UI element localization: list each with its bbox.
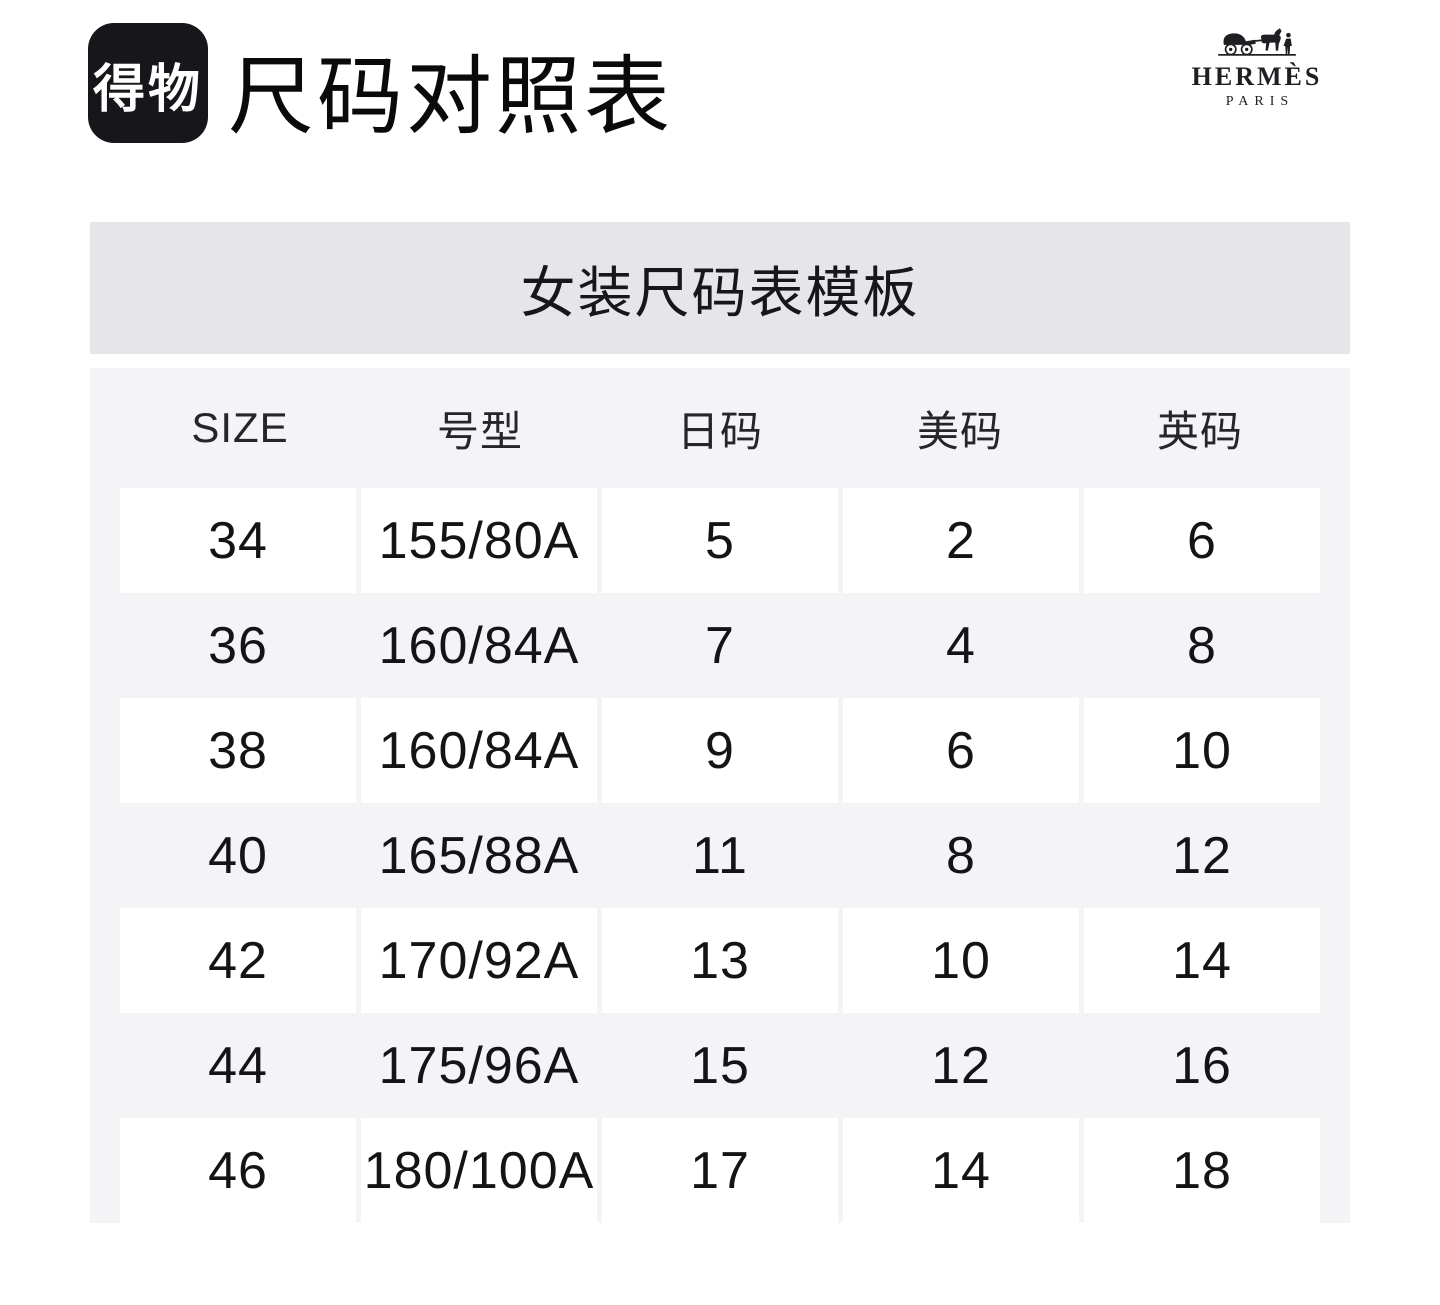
table-row: 34 155/80A 5 2 6	[120, 488, 1320, 593]
table-cell: 155/80A	[361, 488, 597, 593]
table-cell: 12	[931, 1036, 991, 1095]
table-cell: 34	[120, 488, 356, 593]
size-table: SIZE 号型 日码 美码 英码 34 155/80A 5 2 6 36 160…	[90, 368, 1350, 1223]
table-cell: 14	[843, 1118, 1079, 1223]
table-row: 36 160/84A 7 4 8	[120, 593, 1320, 698]
table-cell: 15	[690, 1036, 750, 1095]
table-cell: 4	[946, 616, 976, 675]
table-row: 46 180/100A 17 14 18	[120, 1118, 1320, 1223]
hermes-logo: HERMÈS PARIS	[1176, 24, 1338, 110]
table-cell: 42	[120, 908, 356, 1013]
table-row: 40 165/88A 11 8 12	[120, 803, 1320, 908]
table-cell: 6	[843, 698, 1079, 803]
dewu-logo: 得物	[88, 23, 208, 143]
table-cell: 17	[602, 1118, 838, 1223]
table-cell: 44	[208, 1036, 268, 1095]
table-cell: 165/88A	[378, 826, 580, 885]
table-cell: 18	[1084, 1118, 1320, 1223]
table-cell: 10	[843, 908, 1079, 1013]
table-title-banner: 女装尺码表模板	[90, 222, 1350, 354]
dewu-logo-text: 得物	[92, 60, 203, 119]
table-cell: 40	[208, 826, 268, 885]
table-cell: 46	[120, 1118, 356, 1223]
column-header-us: 美码	[916, 407, 1003, 455]
table-cell: 10	[1084, 698, 1320, 803]
table-cell: 160/84A	[378, 616, 580, 675]
table-cell: 180/100A	[361, 1118, 597, 1223]
table-cell: 6	[1084, 488, 1320, 593]
table-cell: 160/84A	[361, 698, 597, 803]
table-header-row: SIZE 号型 日码 美码 英码	[120, 368, 1320, 488]
table-cell: 7	[705, 616, 735, 675]
table-cell: 38	[120, 698, 356, 803]
hermes-wordmark: HERMÈS	[1191, 62, 1323, 91]
table-cell: 12	[1172, 826, 1232, 885]
hermes-city-label: PARIS	[1225, 94, 1295, 109]
table-row: 38 160/84A 9 6 10	[120, 698, 1320, 803]
page-title: 尺码对照表	[228, 49, 673, 145]
column-header-jp: 日码	[676, 407, 763, 455]
table-cell: 2	[843, 488, 1079, 593]
table-row: 42 170/92A 13 10 14	[120, 908, 1320, 1013]
column-header-size: SIZE	[191, 404, 289, 451]
table-cell: 9	[602, 698, 838, 803]
column-header-model: 号型	[436, 407, 523, 455]
table-cell: 13	[602, 908, 838, 1013]
table-cell: 8	[946, 826, 976, 885]
table-row: 44 175/96A 15 12 16	[120, 1013, 1320, 1118]
table-cell: 8	[1187, 616, 1217, 675]
table-cell: 14	[1084, 908, 1320, 1013]
table-title: 女装尺码表模板	[520, 262, 920, 324]
table-cell: 175/96A	[378, 1036, 580, 1095]
hermes-carriage-icon	[1218, 28, 1296, 56]
table-cell: 16	[1172, 1036, 1232, 1095]
table-cell: 170/92A	[361, 908, 597, 1013]
table-cell: 11	[692, 826, 748, 885]
column-header-uk: 英码	[1156, 407, 1243, 455]
table-cell: 5	[602, 488, 838, 593]
table-cell: 36	[208, 616, 268, 675]
